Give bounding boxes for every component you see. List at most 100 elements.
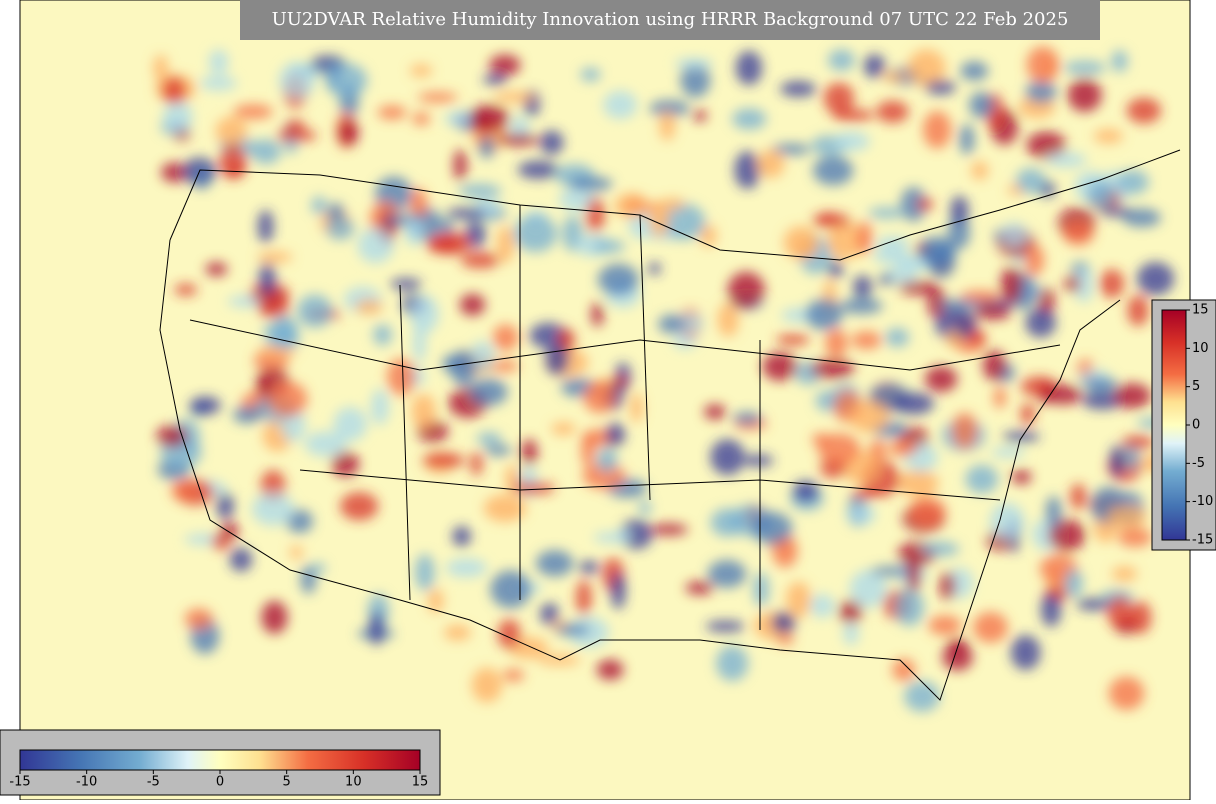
field-blob [490,360,519,372]
field-blob [153,54,169,81]
field-blob [810,358,855,379]
field-blob [257,295,290,319]
field-blob [163,99,193,134]
field-blob [1108,676,1145,711]
field-blob [219,144,248,180]
field-blob [1011,469,1032,485]
field-blob [1099,269,1125,298]
field-blob [355,299,383,315]
field-blob [443,624,472,641]
field-blob [700,224,717,247]
field-blob [369,611,384,646]
field-blob [792,480,819,502]
field-blob [1087,180,1115,209]
field-blob [727,271,765,310]
field-blob [568,176,613,192]
field-blob [605,422,626,447]
field-blob [892,658,916,682]
field-blob [373,324,392,346]
field-blob [610,572,626,610]
field-blob [1111,566,1138,582]
field-blob [551,422,576,436]
field-blob [935,307,977,341]
field-blob [513,215,558,253]
field-blob [894,588,925,627]
field-blob [517,160,559,179]
field-blob [596,447,618,473]
field-blob [1048,519,1086,552]
colorbar-tick-label: 5 [1192,379,1200,394]
field-blob [812,155,854,186]
field-blob [662,203,706,241]
field-blob [710,438,745,476]
field-blob [581,431,596,468]
field-blob [916,198,934,211]
field-blob [1129,601,1152,634]
field-blob [422,452,466,468]
field-blob [257,251,293,263]
field-blob [444,111,475,127]
field-blob [410,295,439,334]
field-blob [229,547,253,572]
field-blob [412,112,431,126]
field-blob [603,90,638,119]
field-blob [900,186,927,222]
field-blob [452,525,471,547]
field-blob [973,611,1008,643]
field-blob [459,293,486,316]
field-blob [211,533,231,551]
field-blob [251,492,295,526]
field-blob [411,393,436,429]
field-blob [928,615,962,636]
field-blob [752,512,793,545]
field-blob [648,199,670,238]
field-blob [453,149,467,182]
field-blob [946,330,962,348]
field-blob [521,438,538,466]
field-blob [923,110,952,149]
field-blob [558,187,597,212]
field-blob [470,451,483,476]
field-blob [540,602,559,626]
field-blob [771,611,796,634]
field-blob [258,262,276,295]
field-blob [1111,50,1128,73]
field-blob [160,162,188,183]
field-blob [1000,266,1023,304]
field-blob [585,197,605,233]
field-blob [304,431,347,457]
field-blob [889,439,917,457]
field-blob [649,100,690,117]
field-blob [184,608,213,630]
field-blob [215,116,248,147]
field-blob [325,63,368,98]
field-blob [1045,495,1062,529]
field-blob [970,330,986,346]
field-blob [276,129,318,142]
field-blob [591,239,626,253]
field-blob [471,667,503,703]
field-blob [680,62,711,98]
field-blob [232,406,261,424]
field-blob [630,392,643,423]
field-blob [882,71,907,83]
field-blob [1126,97,1162,124]
field-blob [340,492,379,521]
field-blob [927,288,947,319]
field-blob [493,91,536,103]
field-blob [942,643,973,671]
field-blob [489,54,521,76]
field-blob [1127,295,1149,327]
field-blob [757,149,785,179]
field-blob [1116,169,1149,195]
field-blob [971,161,989,180]
field-blob [412,325,426,362]
field-blob [753,572,769,607]
field-blob [704,404,726,420]
field-blob [873,246,912,265]
field-blob [300,565,317,594]
field-blob [811,213,851,228]
colorbar-tick-label: -10 [76,775,97,790]
field-blob [735,50,763,86]
field-blob [257,209,274,244]
